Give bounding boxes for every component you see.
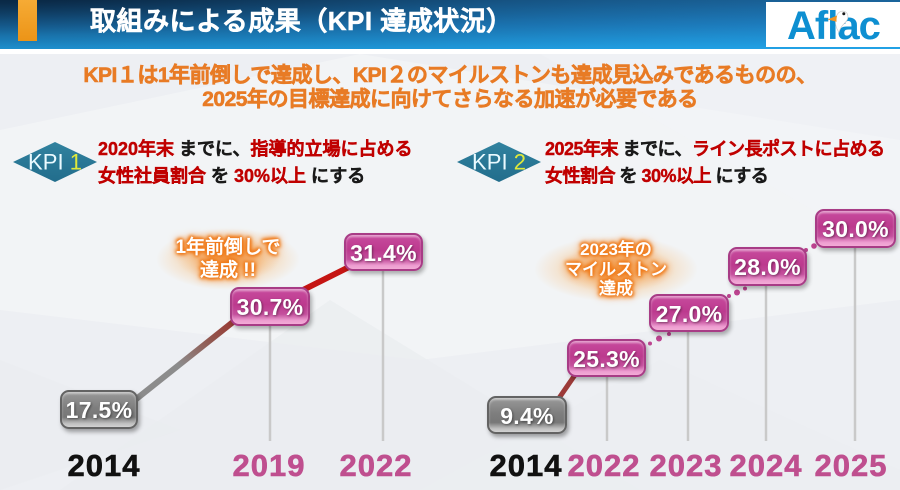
svg-text:KPI 1: KPI 1: [28, 150, 82, 175]
svg-text:KPI 2: KPI 2: [472, 150, 526, 175]
